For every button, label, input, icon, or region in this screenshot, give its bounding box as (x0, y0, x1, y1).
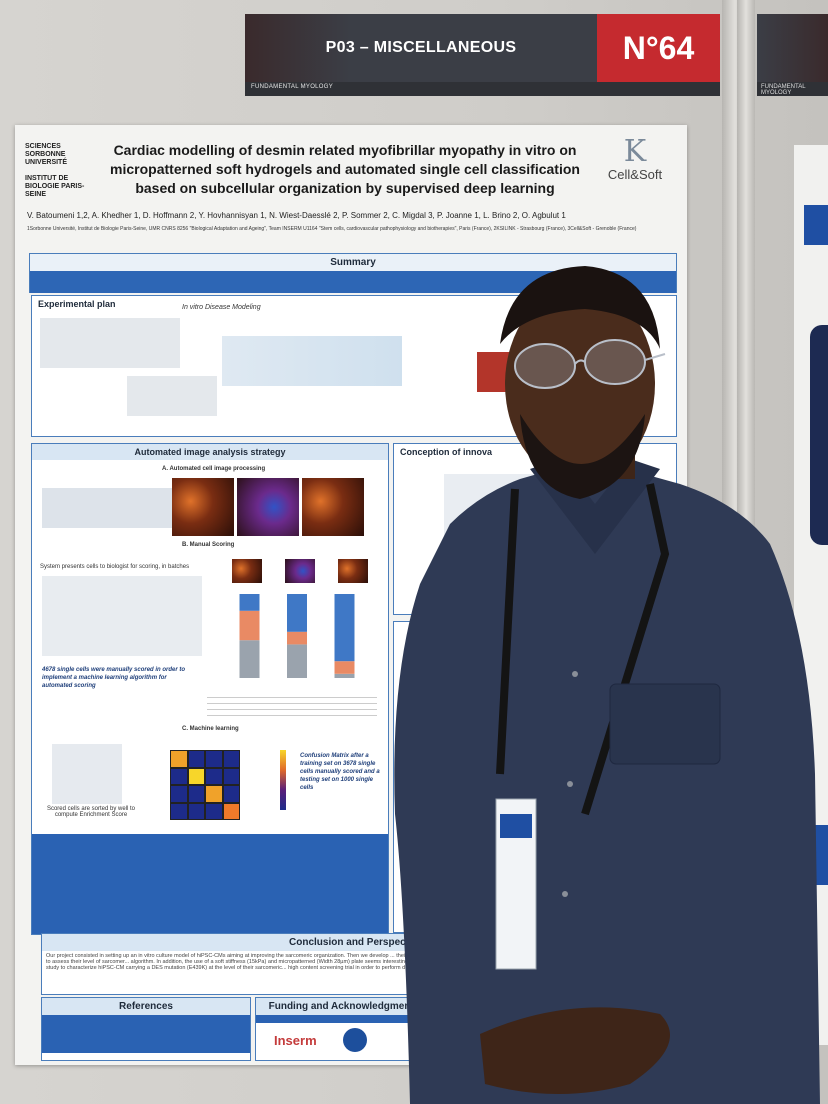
in-vitro-label: In vitro Disease Modeling (182, 304, 261, 311)
shirt-button-1 (572, 671, 578, 677)
funding-note (256, 1015, 432, 1023)
microscopy-image-1 (172, 478, 234, 536)
auto-c-label: C. Machine learning (182, 726, 239, 732)
manual-scoring-note: System presents cells to biologist for s… (40, 564, 190, 570)
plan-diagram-patients (40, 318, 180, 368)
automated-analysis-section: Automated image analysis strategy A. Aut… (31, 443, 389, 935)
single-cells-note: 4678 single cells were manually scored i… (42, 667, 186, 689)
poster-number: N°64 (597, 14, 720, 82)
bar-segment-0-2 (239, 594, 260, 611)
scoring-examples (232, 559, 368, 583)
scientific-poster: SCIENCES SORBONNE UNIVERSITÉ INSTITUT DE… (15, 125, 687, 1065)
references-section: References (41, 997, 251, 1061)
scoring-bar-chart (239, 594, 355, 678)
name-badge-stripe (500, 814, 532, 838)
cell-processing-diagram (42, 488, 172, 528)
bar-segment-2-1 (334, 661, 355, 674)
scoring-diagram (42, 576, 202, 656)
glasses-bridge (574, 353, 666, 365)
summary-body (30, 271, 676, 293)
presenter-shirt (394, 459, 820, 1104)
poster-title: Cardiac modelling of desmin related myof… (110, 142, 580, 196)
shirt-pocket (609, 683, 721, 765)
example-partial (285, 559, 315, 583)
presenter-beard (520, 414, 645, 499)
microscopy-image-2 (237, 478, 299, 536)
bar-segment-1-2 (287, 594, 307, 632)
ml-pipeline-diagram (52, 744, 122, 804)
scored-cells-note: Scored cells are sorted by well to compu… (46, 806, 136, 818)
automated-heading: Automated image analysis strategy (32, 444, 388, 460)
inserm-logo: Inserm (274, 1032, 317, 1048)
cellsoft-logo: K Cell&Soft (607, 134, 663, 183)
bar-segment-2-0 (334, 673, 355, 678)
example-none (338, 559, 368, 583)
confusion-matrix (170, 750, 240, 820)
colorbar (280, 750, 286, 810)
score-table (207, 692, 377, 716)
presenter-face (505, 286, 655, 482)
affiliations: 1Sorbonne Université, Institut de Biolog… (27, 226, 637, 232)
microscopy-strip (172, 478, 364, 536)
references-heading: References (42, 998, 250, 1015)
bar-segment-2-2 (334, 594, 355, 662)
neighbor-banner-tab (757, 14, 828, 82)
summary-heading: Summary (30, 254, 676, 271)
glasses-right-lens (584, 339, 646, 385)
bar-segment-1-1 (287, 631, 307, 645)
cnrs-logo (342, 1028, 367, 1052)
bar-segment-1-0 (287, 644, 307, 678)
conclusion-text: Our project consisted in setting up an i… (46, 953, 665, 971)
shirt-button-3 (562, 891, 568, 897)
confusion-note: Confusion Matrix after a training set on… (300, 753, 380, 791)
microscopy-image-3 (302, 478, 364, 536)
plan-diagram-culture (222, 336, 402, 386)
author-list: V. Batoumeni 1,2, A. Khedher 1, D. Hoffm… (27, 211, 566, 220)
bar-segment-0-1 (239, 610, 260, 641)
funding-heading: Funding and Acknowledgments (256, 998, 432, 1015)
presenter-photo (394, 266, 820, 1104)
glasses-left-lens (514, 343, 576, 389)
references-body (42, 1015, 250, 1053)
plan-diagram-ipsc (127, 376, 217, 416)
poster-header-banner: P03 – MISCELLANEOUS N°64 FUNDAMENTAL MYO… (245, 14, 720, 96)
strategy-caption (32, 834, 388, 934)
sorbonne-logo: SCIENCES SORBONNE UNIVERSITÉ INSTITUT DE… (25, 143, 85, 198)
example-strong (232, 559, 262, 583)
neighbor-banner: FUNDAMENTAL MYOLOGY (757, 14, 828, 96)
bar-segment-0-0 (239, 640, 260, 678)
presenter-hands (480, 1007, 670, 1094)
presenter-hair (500, 266, 660, 349)
header-subtitle: FUNDAMENTAL MYOLOGY (251, 84, 334, 90)
auto-b-label: B. Manual Scoring (182, 542, 235, 548)
category-label: P03 – MISCELLANEOUS (245, 14, 597, 82)
neighbor-banner-subtitle: FUNDAMENTAL MYOLOGY (761, 84, 806, 96)
shirt-button-2 (567, 781, 573, 787)
auto-a-label: A. Automated cell image processing (162, 466, 266, 472)
